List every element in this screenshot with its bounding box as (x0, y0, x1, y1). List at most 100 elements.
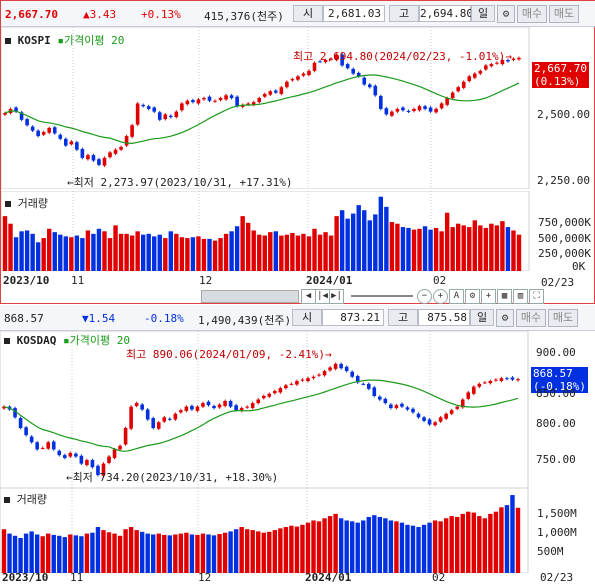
candle-body-31 (174, 111, 179, 118)
zoom-in-icon[interactable]: + (433, 289, 448, 304)
kospi-open-label: 시 (293, 5, 323, 22)
kosdaq-change: ▼1.54 (82, 312, 116, 325)
volume-bar-34 (190, 237, 196, 271)
candle-body-39 (217, 404, 222, 408)
candle-body-22 (123, 428, 128, 445)
kospi-scroll-start-button[interactable]: |◀ (315, 289, 330, 304)
candle-body-24 (134, 403, 139, 406)
candle-body-42 (235, 96, 239, 107)
kospi-scroll-left-button[interactable]: ◀ (301, 289, 316, 304)
zoom-out-icon[interactable]: − (417, 289, 432, 304)
kospi-high-label: 고 (389, 5, 419, 22)
volume-bar-0 (2, 216, 8, 271)
kospi-volume-title: 거래량 (5, 195, 48, 211)
volume-bar-79 (438, 521, 443, 573)
volume-bar-55 (305, 522, 311, 573)
volume-bar-15 (84, 533, 90, 573)
gear-icon: ⚙ (501, 311, 509, 324)
candle-body-53 (295, 381, 299, 385)
candle-body-41 (229, 95, 234, 99)
kosdaq-settings-button[interactable]: ⚙ (496, 309, 514, 327)
candle-body-44 (246, 103, 250, 105)
volume-bar-71 (394, 521, 399, 573)
candle-body-93 (516, 379, 520, 381)
volume-bar-26 (145, 533, 150, 573)
kosdaq-xlabel-4: 02 (432, 571, 446, 584)
volume-bar-59 (327, 516, 333, 573)
candle-body-90 (499, 378, 504, 381)
candle-body-67 (372, 387, 377, 396)
volume-bar-86 (477, 516, 482, 573)
kospi-ma-label: 가격이평 20 (64, 34, 125, 47)
candle-body-79 (439, 103, 444, 109)
volume-bar-20 (112, 533, 117, 573)
volume-bar-49 (272, 530, 278, 573)
volume-bar-46 (257, 234, 262, 271)
kospi-settings-button[interactable]: ⚙ (497, 5, 515, 23)
volume-bar-28 (157, 234, 162, 271)
volume-bar-77 (428, 229, 433, 271)
volume-bar-73 (406, 227, 411, 271)
volume-bar-3 (19, 231, 24, 271)
volume-bar-24 (134, 530, 139, 573)
chart-type-icon[interactable]: ▥ (513, 289, 528, 304)
settings-small-icon[interactable]: ⚙ (465, 289, 480, 304)
volume-bar-84 (466, 511, 471, 573)
candle-body-78 (434, 108, 438, 113)
candle-body-64 (356, 72, 361, 77)
kosdaq-xlabel-5: 02/23 (540, 571, 574, 584)
volume-bar-78 (432, 520, 438, 573)
candle-body-47 (261, 395, 266, 399)
volume-bar-62 (345, 218, 350, 271)
candle-body-57 (317, 374, 321, 376)
candle-body-20 (113, 149, 118, 154)
kosdaq-change-pct: -0.18% (144, 312, 184, 325)
volume-bar-92 (511, 230, 516, 271)
kospi-buy-button[interactable]: 매수 (517, 5, 547, 23)
candle-body-42 (234, 405, 238, 411)
candle-body-60 (334, 54, 339, 61)
volume-bar-12 (69, 237, 74, 271)
kospi-period-select[interactable]: 일 (471, 5, 495, 22)
candle-body-0 (3, 113, 7, 115)
text-tool-icon[interactable]: A (449, 289, 464, 304)
volume-bar-41 (228, 531, 233, 573)
kospi-scroll-end-button[interactable]: ▶| (329, 289, 344, 304)
candle-body-30 (169, 115, 173, 118)
volume-bar-84 (467, 227, 472, 271)
volume-bar-17 (95, 527, 101, 573)
kosdaq-sell-button[interactable]: 매도 (548, 309, 578, 327)
candle-body-0 (2, 406, 6, 409)
candle-body-12 (69, 141, 74, 145)
volume-bar-89 (494, 225, 500, 271)
crosshair-icon[interactable]: + (481, 289, 496, 304)
kosdaq-buy-button[interactable]: 매수 (516, 309, 546, 327)
candle-body-76 (423, 106, 427, 109)
kosdaq-xlabel-2: 12 (198, 571, 212, 584)
kosdaq-badge-price: 868.57 (533, 367, 573, 380)
fullscreen-icon[interactable]: ⛶ (529, 289, 544, 304)
kospi-scrollbar-thumb[interactable] (201, 290, 299, 303)
candle-body-56 (312, 62, 317, 71)
candle-body-80 (445, 98, 449, 105)
candle-body-25 (140, 404, 144, 410)
candle-body-19 (108, 152, 112, 158)
kosdaq-period-select[interactable]: 일 (470, 309, 494, 326)
candle-body-87 (483, 382, 487, 384)
candle-body-5 (29, 436, 34, 443)
kosdaq-price: 868.57 (4, 312, 44, 325)
kospi-zoom-slider[interactable] (351, 295, 413, 297)
candle-body-54 (301, 73, 306, 76)
volume-bar-25 (140, 234, 146, 271)
grid-icon[interactable]: ▦ (497, 289, 512, 304)
candle-body-59 (329, 58, 333, 60)
kospi-ytick-1: 2,250.00 (537, 174, 590, 187)
candle-body-70 (389, 404, 393, 409)
kospi-scroll-toolbar: ◀ |◀ ▶| − + A ⚙ + ▦ ▥ ⛶ (1, 289, 595, 304)
kosdaq-xlabel-1: 11 (70, 571, 84, 584)
candle-body-88 (489, 64, 494, 67)
kospi-sell-button[interactable]: 매도 (549, 5, 579, 23)
volume-bar-65 (362, 210, 367, 271)
candle-body-43 (239, 408, 244, 411)
volume-bar-52 (290, 233, 295, 271)
